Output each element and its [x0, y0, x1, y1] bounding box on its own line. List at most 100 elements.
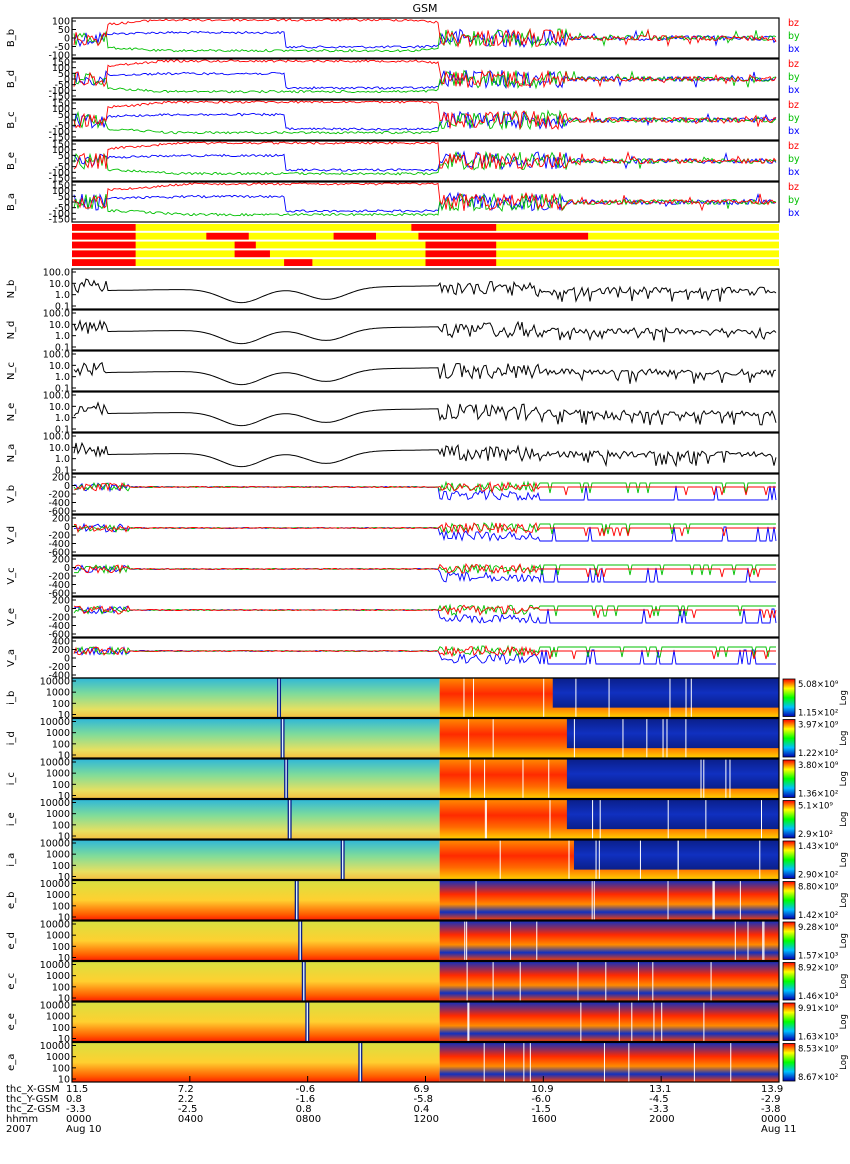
b_e-ytick: -50 — [54, 162, 70, 173]
x-axis-value: 11.5 — [66, 1084, 89, 1095]
v_b-bx-velocity-trace — [73, 482, 777, 502]
e_d-ytick: 10 — [58, 953, 70, 964]
i_a-colorbar-frame — [782, 840, 796, 879]
i_d-label: i_d — [6, 731, 17, 745]
b_b-ytick: 0 — [64, 34, 70, 45]
mode-bar-segment — [333, 232, 377, 240]
legend-by: by — [788, 72, 800, 83]
e_e-stripe-core — [306, 1002, 309, 1042]
i_a-ytick: 100 — [52, 861, 70, 872]
i_b-depleted-region — [552, 678, 779, 708]
b_c-bz-trace — [73, 100, 777, 131]
x-axis-value: 2.2 — [177, 1094, 194, 1105]
n_b-ytick: 1.0 — [55, 290, 70, 301]
i_c-colorbar-min: 1.36×10² — [798, 790, 838, 800]
v_c-ytick: 0 — [64, 563, 70, 574]
legend-bx: bx — [788, 85, 800, 96]
i_b-stripe-core — [278, 678, 280, 718]
e_b-colorbar-frame — [782, 881, 796, 920]
x-axis-value: 1600 — [531, 1114, 557, 1125]
x-axis-value: -6.0 — [531, 1094, 551, 1105]
v_e-ytick: -400 — [48, 621, 70, 632]
b_a-ytick: 0 — [64, 198, 70, 209]
v_a-bz-velocity-trace — [73, 644, 776, 660]
x-axis-value: -4.5 — [649, 1094, 669, 1105]
i_a-ytick: 10 — [58, 872, 70, 883]
mode-bar-segment — [425, 241, 497, 249]
n_c-ytick: 0.1 — [55, 384, 70, 395]
e_b-quiet-region — [72, 880, 440, 920]
b_c-ytick: 50 — [58, 110, 70, 121]
i_c-ytick: 10 — [58, 791, 70, 802]
i_a-frame — [71, 839, 780, 881]
b_c-label: B_c — [6, 111, 17, 128]
i_e-ytick: 10 — [58, 832, 70, 843]
n_a-label: N_a — [6, 444, 17, 463]
e_c-colorbar-max: 8.92×10⁹ — [798, 964, 839, 974]
mode-bar-segment — [418, 232, 589, 240]
b_e-label: B_e — [6, 152, 17, 170]
b_d-ytick: 0 — [64, 75, 70, 86]
x-axis-value: 1200 — [413, 1114, 439, 1125]
i_a-ytick: 10000 — [40, 839, 70, 850]
v_c-ytick: -600 — [48, 589, 70, 600]
i_e-quiet-region — [72, 799, 440, 839]
v_b-label: V_b — [6, 485, 17, 503]
b_d-ytick: -150 — [48, 92, 70, 103]
n_d-label: N_d — [6, 321, 17, 340]
b_c-ytick: -150 — [48, 133, 70, 144]
b_c-ytick: 100 — [52, 104, 70, 115]
b_b-ytick: 100 — [52, 17, 70, 28]
mode-bar-segment — [206, 232, 249, 240]
b_a-ytick: 150 — [52, 181, 70, 192]
i_b-colorbar-frame — [782, 678, 796, 717]
i_c-ytick: 100 — [52, 780, 70, 791]
e_e-ytick: 1000 — [46, 1012, 70, 1023]
n_b-label: N_b — [6, 280, 17, 299]
i_c-colorbar-frame — [782, 759, 796, 798]
v_d-ytick: 200 — [52, 514, 70, 525]
x-axis-value: -2.5 — [177, 1104, 198, 1115]
v_e-ytick: 0 — [64, 604, 70, 615]
n_a-ytick: 10.0 — [49, 443, 70, 454]
e_a-active-region — [439, 1042, 779, 1082]
i_c-colorbar — [783, 760, 795, 798]
v_c-label: V_c — [6, 567, 17, 584]
x-axis-value: 0.8 — [295, 1104, 312, 1115]
b_d-ytick: -100 — [48, 86, 70, 97]
i_d-colorbar-max: 3.97×10⁹ — [798, 721, 839, 731]
i_d-ytick: 1000 — [46, 728, 70, 739]
x-axis-value: 0800 — [295, 1114, 322, 1125]
n_b-frame — [71, 268, 780, 310]
b_a-ytick: -50 — [54, 203, 70, 214]
v_a-bx-velocity-trace — [73, 645, 776, 665]
panel-frames — [71, 17, 796, 1083]
e_b-ytick: 1000 — [46, 890, 70, 901]
n_b-ytick: 100.0 — [43, 268, 70, 279]
e_e-colorbar — [783, 1003, 795, 1041]
b_a-ytick: -150 — [48, 215, 70, 226]
i_a-colorbar — [783, 841, 795, 879]
b_d-ytick: 100 — [52, 63, 70, 74]
n_c-label: N_c — [6, 362, 17, 380]
x-axis-value: 2000 — [649, 1114, 675, 1125]
e_c-frame — [71, 960, 780, 1002]
b_b-bz-trace — [73, 18, 777, 48]
e_e-ytick: 10000 — [40, 1001, 70, 1012]
e_a-colorbar-max: 8.53×10⁹ — [798, 1045, 839, 1055]
i_c-quiet-region — [72, 759, 440, 799]
n_c-density-trace — [73, 361, 777, 386]
e_b-ytick: 100 — [52, 901, 70, 912]
e_e-active-region — [439, 1002, 779, 1042]
x-axis-value: -3.3 — [66, 1104, 86, 1115]
legend-bx: bx — [788, 44, 800, 55]
b_d-ytick: 50 — [58, 69, 70, 80]
i_b-colorbar — [783, 679, 795, 717]
v_a-by-velocity-trace — [73, 644, 776, 658]
e_c-active-region — [439, 961, 779, 1001]
v_e-label: V_e — [6, 608, 17, 626]
data-traces — [72, 18, 777, 1082]
e_a-quiet-region — [72, 1042, 440, 1082]
n_e-ytick: 0.1 — [55, 425, 70, 436]
i_b-colorbar-min: 1.15×10² — [798, 709, 838, 719]
